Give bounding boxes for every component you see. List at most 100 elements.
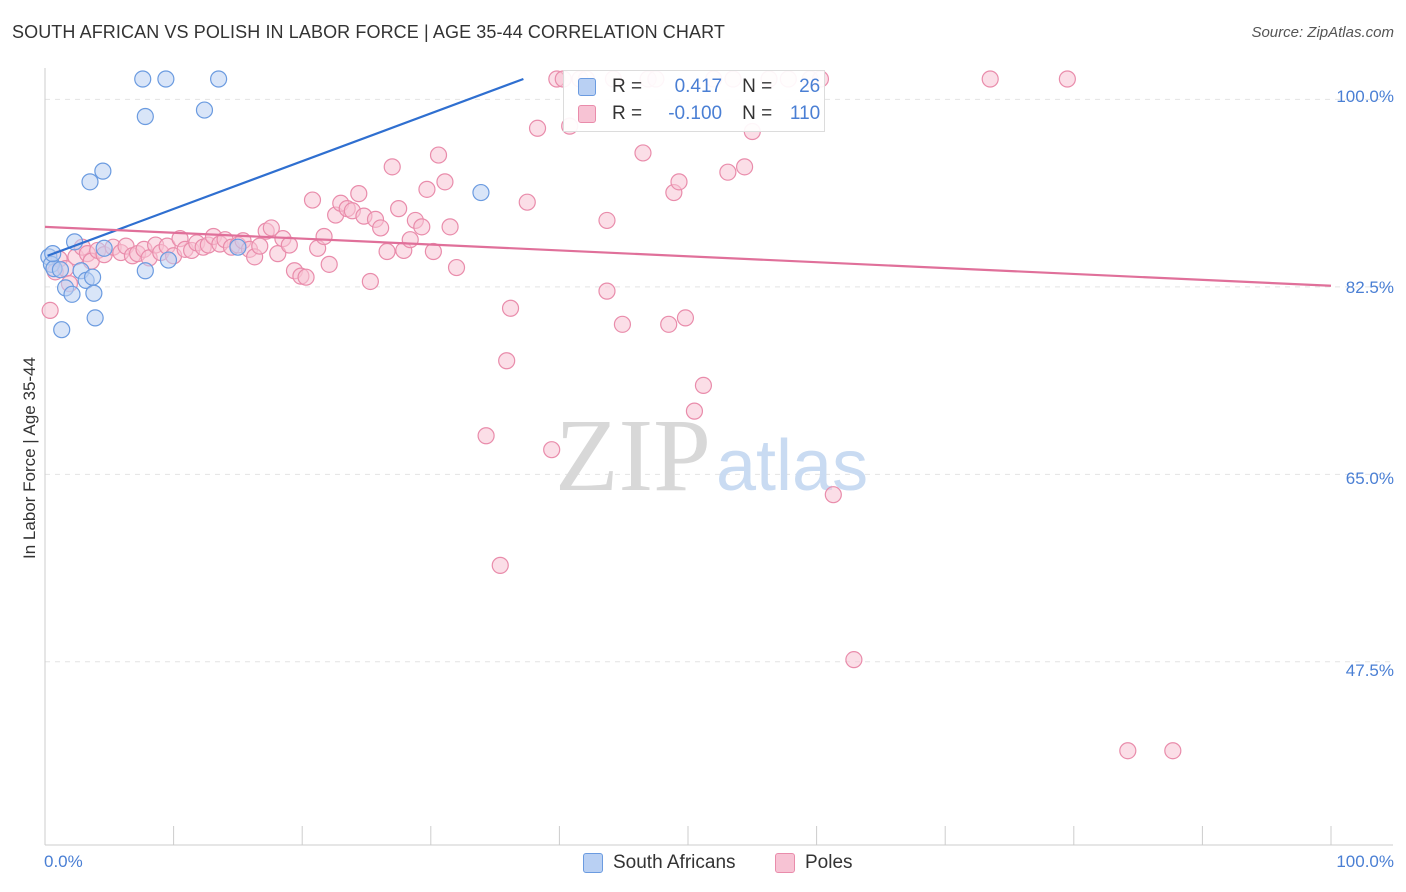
bottom-legend-swatch-south-africans <box>583 853 603 873</box>
point-south-africans-19 <box>136 262 154 280</box>
point-poles-106 <box>845 651 863 669</box>
point-south-africans-25 <box>472 183 490 202</box>
point-poles-75 <box>518 193 536 211</box>
point-south-africans-17 <box>134 70 152 88</box>
y-tick-label-47-5: 47.5% <box>1345 661 1394 680</box>
point-south-africans-5 <box>53 321 71 339</box>
point-poles-94 <box>685 402 704 420</box>
point-poles-87 <box>634 144 652 162</box>
legend-r-value-south-africans: 0.417 <box>674 76 723 97</box>
point-south-africans-24 <box>229 238 247 256</box>
point-south-africans-22 <box>195 101 214 119</box>
point-poles-107 <box>981 70 999 88</box>
point-poles-76 <box>528 119 547 137</box>
point-south-africans-12 <box>85 284 103 302</box>
y-tick-label-100: 100.0% <box>1336 87 1394 106</box>
point-poles-83 <box>598 211 616 230</box>
point-poles-64 <box>413 218 431 236</box>
point-poles-59 <box>383 158 401 176</box>
point-poles-110 <box>1164 742 1182 760</box>
point-poles-48 <box>320 255 338 273</box>
point-south-africans-20 <box>157 70 175 88</box>
point-poles-38 <box>262 219 280 237</box>
point-poles-99 <box>735 158 754 176</box>
point-poles-105 <box>824 486 842 504</box>
legend-row-poles: R = -0.100 N = 110 <box>578 102 820 126</box>
point-poles-0 <box>41 301 59 320</box>
x-tick-label-min: 0.0% <box>44 852 83 871</box>
point-poles-60 <box>390 200 408 218</box>
point-poles-72 <box>491 556 509 574</box>
point-poles-71 <box>477 427 495 445</box>
bottom-legend-label-south-africans: South Africans <box>613 852 736 873</box>
legend-item-poles: Poles <box>775 852 853 874</box>
legend-item-south-africans: South Africans <box>583 852 736 874</box>
point-poles-39 <box>269 245 287 263</box>
point-poles-44 <box>297 268 315 286</box>
point-poles-70 <box>447 258 466 277</box>
trend-line-poles <box>44 225 1332 287</box>
point-poles-84 <box>598 282 616 300</box>
point-south-africans-3 <box>51 261 70 279</box>
point-poles-69 <box>441 218 459 236</box>
point-poles-62 <box>401 231 419 249</box>
legend-n-value-poles: 110 <box>789 103 821 124</box>
point-poles-93 <box>676 309 695 327</box>
point-south-africans-11 <box>83 268 102 286</box>
chart-title: SOUTH AFRICAN VS POLISH IN LABOR FORCE |… <box>12 22 725 42</box>
point-south-africans-23 <box>210 70 228 88</box>
x-tick-label-max: 100.0% <box>1336 852 1394 871</box>
point-south-africans-13 <box>86 309 104 327</box>
bottom-legend-swatch-poles <box>775 853 795 873</box>
point-poles-65 <box>418 180 436 198</box>
point-south-africans-18 <box>136 107 154 126</box>
point-poles-55 <box>361 272 379 291</box>
point-poles-45 <box>303 191 322 209</box>
series-south-africans <box>40 70 490 339</box>
point-poles-57 <box>372 219 390 237</box>
point-poles-74 <box>501 299 520 317</box>
legend-n-label: N = <box>742 103 773 124</box>
legend-n-value-south-africans: 26 <box>799 76 821 97</box>
bottom-legend-label-poles: Poles <box>805 852 853 873</box>
point-poles-68 <box>436 173 454 191</box>
point-poles-41 <box>280 236 298 254</box>
stats-legend: R = 0.417 N = 26 R = -0.100 N = 110 <box>563 70 825 132</box>
point-south-africans-14 <box>81 173 99 191</box>
point-poles-36 <box>251 237 269 255</box>
point-south-africans-15 <box>94 162 112 180</box>
point-poles-77 <box>543 441 561 459</box>
legend-r-value-poles: -0.100 <box>668 103 723 124</box>
watermark: ZIP atlas <box>555 398 868 513</box>
axes <box>44 68 1393 846</box>
point-poles-108 <box>1058 70 1076 88</box>
point-poles-109 <box>1119 742 1137 760</box>
gridlines <box>45 98 1393 663</box>
y-tick-label-65: 65.0% <box>1345 469 1394 488</box>
y-tick-label-82-5: 82.5% <box>1345 278 1394 297</box>
point-south-africans-7 <box>63 285 81 303</box>
legend-swatch-poles <box>578 105 596 123</box>
point-poles-97 <box>719 163 737 181</box>
point-poles-67 <box>429 146 448 164</box>
legend-r-label: R = <box>612 103 643 124</box>
point-poles-66 <box>424 242 442 261</box>
legend-r-label: R = <box>612 76 643 97</box>
y-axis-label: In Labor Force | Age 35-44 <box>20 357 39 559</box>
point-poles-58 <box>378 242 396 261</box>
legend-n-label: N = <box>742 76 773 97</box>
point-poles-95 <box>694 376 713 394</box>
point-poles-73 <box>498 352 516 370</box>
point-south-africans-16 <box>95 239 113 257</box>
chart-source: Source: ZipAtlas.com <box>1251 24 1394 41</box>
point-south-africans-21 <box>159 251 178 269</box>
point-poles-86 <box>613 315 632 333</box>
trend-lines <box>44 77 1332 287</box>
point-poles-53 <box>350 185 368 203</box>
trend-line-south-africans <box>47 77 524 257</box>
point-poles-92 <box>670 173 688 191</box>
legend-swatch-south-africans <box>578 78 596 96</box>
point-poles-47 <box>315 227 333 246</box>
legend-row-south-africans: R = 0.417 N = 26 <box>578 75 820 99</box>
